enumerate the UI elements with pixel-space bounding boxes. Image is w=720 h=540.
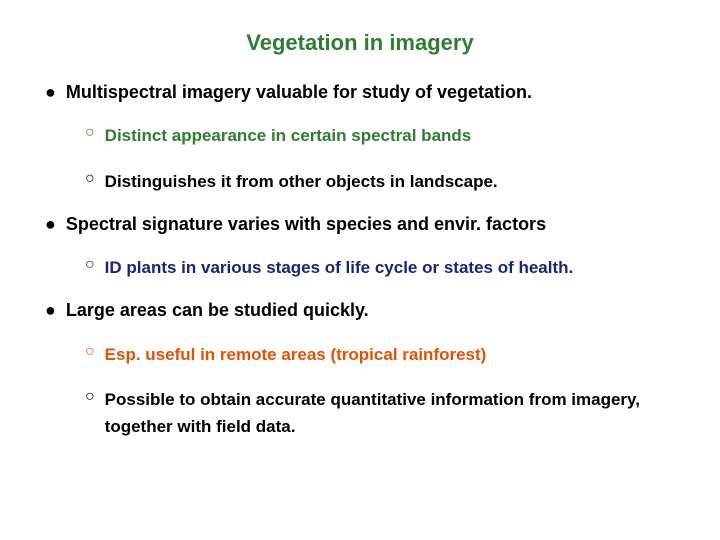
bullet-text: Multispectral imagery valuable for study…	[66, 81, 532, 104]
sub-bullet-item: ○ Esp. useful in remote areas (tropical …	[85, 341, 680, 368]
sub-bullet-item: ○ ID plants in various stages of life cy…	[85, 254, 680, 281]
sub-bullet-marker: ○	[85, 254, 95, 276]
sub-bullet-text: Distinct appearance in certain spectral …	[105, 122, 472, 149]
sub-bullet-item: ○ Distinguishes it from other objects in…	[85, 168, 680, 195]
sub-bullet-marker: ○	[85, 341, 95, 363]
bullet-item: ● Spectral signature varies with species…	[45, 213, 680, 236]
bullet-text: Large areas can be studied quickly.	[66, 299, 369, 322]
bullet-item: ● Multispectral imagery valuable for stu…	[45, 81, 680, 104]
sub-bullet-item: ○ Distinct appearance in certain spectra…	[85, 122, 680, 149]
bullet-item: ● Large areas can be studied quickly.	[45, 299, 680, 322]
slide-title: Vegetation in imagery	[40, 30, 680, 56]
bullet-marker: ●	[45, 299, 56, 322]
sub-bullet-marker: ○	[85, 122, 95, 144]
sub-bullet-text: Esp. useful in remote areas (tropical ra…	[105, 341, 487, 368]
content-area: ● Multispectral imagery valuable for stu…	[40, 81, 680, 440]
bullet-marker: ●	[45, 81, 56, 104]
sub-bullet-marker: ○	[85, 168, 95, 190]
bullet-text: Spectral signature varies with species a…	[66, 213, 546, 236]
sub-bullet-text: Distinguishes it from other objects in l…	[105, 168, 498, 195]
bullet-marker: ●	[45, 213, 56, 236]
sub-bullet-text: ID plants in various stages of life cycl…	[105, 254, 574, 281]
sub-bullet-marker: ○	[85, 386, 95, 408]
sub-bullet-text: Possible to obtain accurate quantitative…	[105, 386, 680, 440]
sub-bullet-item: ○ Possible to obtain accurate quantitati…	[85, 386, 680, 440]
